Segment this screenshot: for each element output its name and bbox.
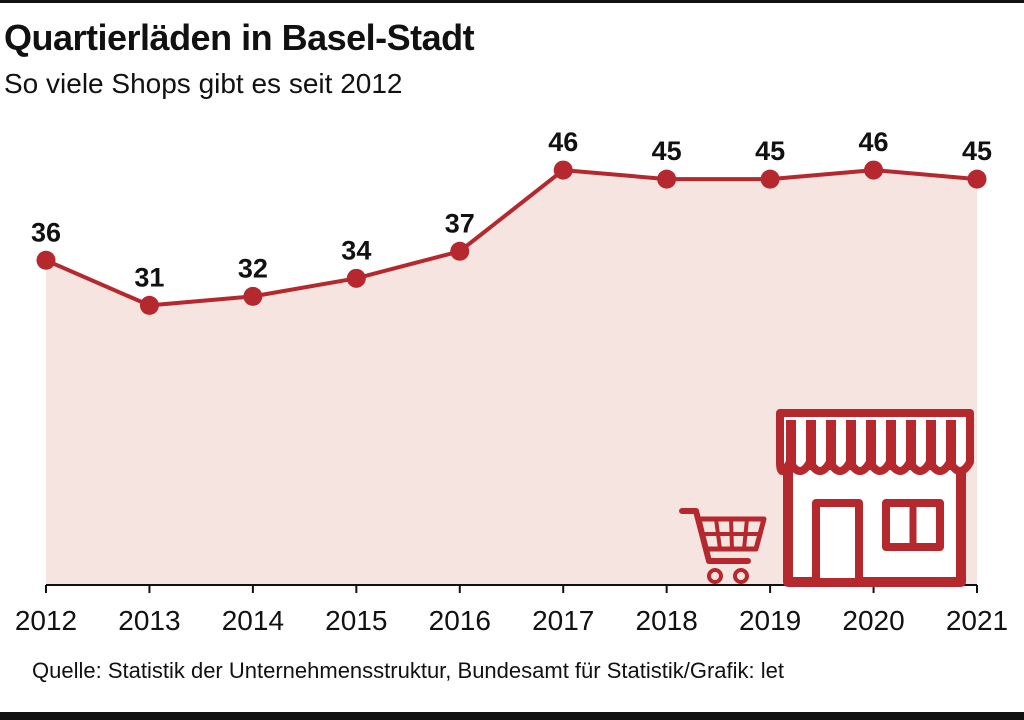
storefront-icon [776,409,974,587]
data-label: 45 [652,136,682,166]
data-point [657,169,677,189]
source-note: Quelle: Statistik der Unternehmensstrukt… [32,658,784,683]
data-label: 36 [31,217,61,247]
x-tick-label: 2013 [118,605,180,636]
data-label: 45 [755,136,785,166]
data-point [967,169,987,189]
x-tick-label: 2017 [532,605,594,636]
x-tick-label: 2014 [222,605,284,636]
data-label: 45 [962,136,992,166]
bottom-rule [0,712,1024,720]
x-tick-label: 2016 [429,605,491,636]
data-label: 46 [548,127,578,157]
data-label: 32 [238,253,268,283]
data-point [553,160,573,180]
data-point [346,268,366,288]
data-label: 46 [859,127,889,157]
data-point [450,241,470,261]
data-point [36,250,56,270]
shopping-cart-icon [679,508,767,584]
area-layer [46,170,977,585]
top-rule [0,0,1024,3]
data-label: 31 [134,262,164,292]
data-point [760,169,780,189]
data-label: 34 [341,235,371,265]
line-area-chart: 2012 2013 2014 2015 2016 2017 2018 2019 2020 2021 [15,127,1008,636]
icon-layer [679,409,974,587]
x-tick-label: 2020 [842,605,904,636]
x-axis: 2012 2013 2014 2015 2016 2017 2018 2019 2020 2021 [15,584,1008,636]
data-point [139,295,159,315]
chart-subtitle: So viele Shops gibt es seit 2012 [4,68,403,99]
x-tick-label: 2019 [739,605,801,636]
label-layer: 36 31 32 34 37 46 45 45 46 45 [31,127,992,292]
x-tick-label: 2018 [636,605,698,636]
series-line [45,168,978,308]
data-point [243,286,263,306]
chart-title: Quartierläden in Basel-Stadt [4,17,475,58]
area-fill [46,170,977,585]
data-point [864,160,884,180]
x-tick-label: 2012 [15,605,77,636]
line-layer [36,160,987,315]
x-tick-label: 2021 [946,605,1008,636]
x-tick-label: 2015 [325,605,387,636]
data-label: 37 [445,208,475,238]
